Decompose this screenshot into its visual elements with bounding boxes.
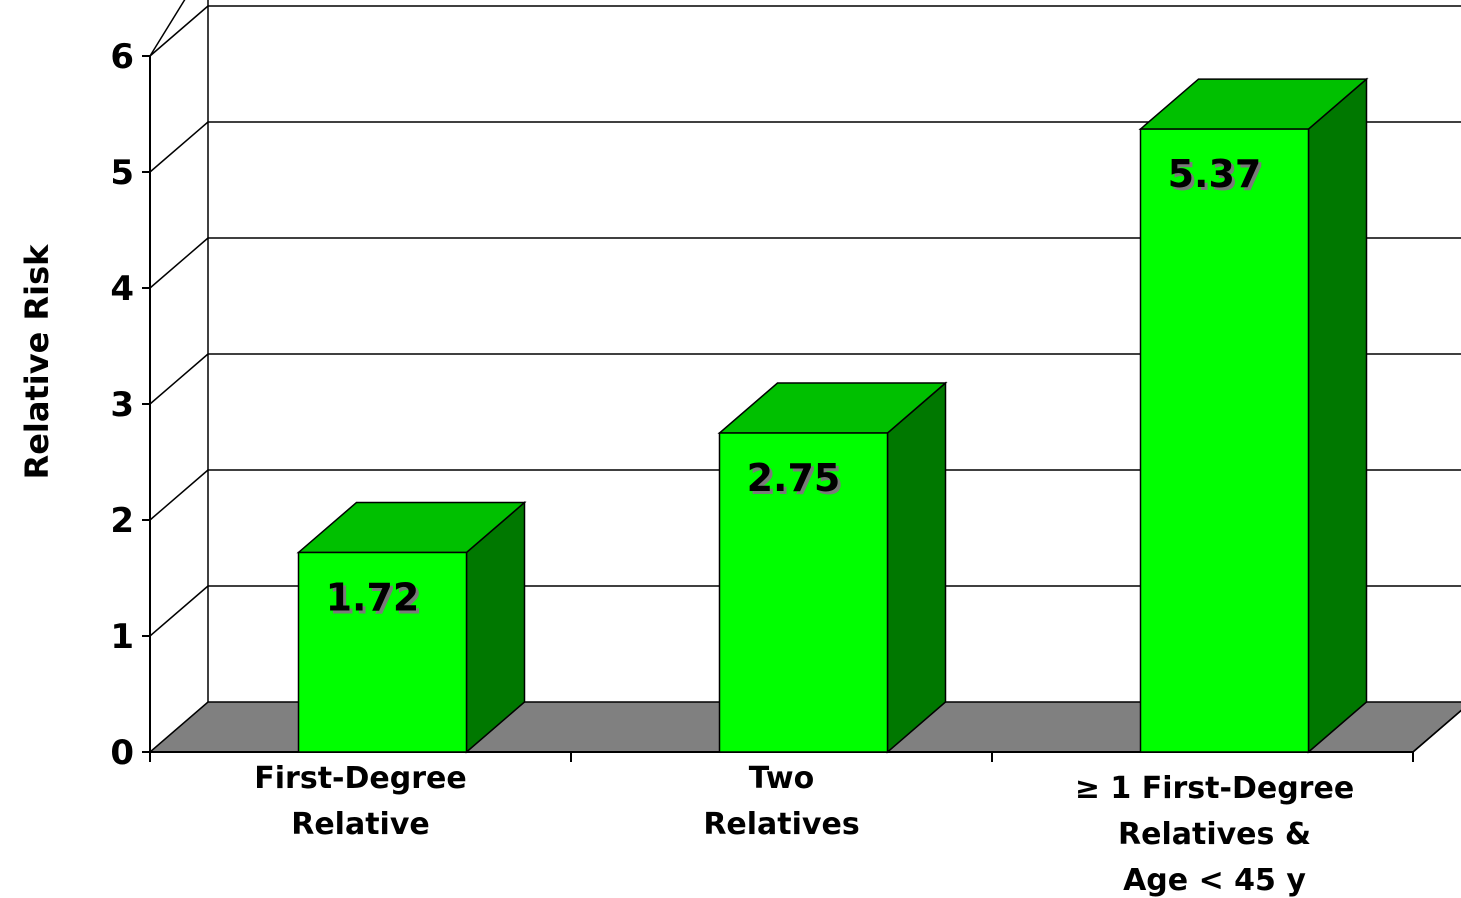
bar [296,500,527,754]
bar-front [1139,128,1310,753]
gridline-side [149,5,209,57]
x-tick-label-line: First-Degree [254,761,466,796]
x-tick-label-line: Relatives & [1118,817,1311,852]
y-tick-label: 6 [110,37,134,77]
bar-front [297,551,468,753]
gridline-side [149,585,209,637]
x-tick-label-line: Relatives [703,807,859,842]
x-tick-label: First-Degree Relative [254,761,466,842]
y-axis-title: Relative Risk [18,244,56,480]
y-tick-label: 3 [110,385,134,425]
data-label: 5.37 [1168,152,1262,196]
gridline-side [149,121,209,173]
data-label: 2.75 [747,456,841,500]
x-tick-label: ≥ 1 First-Degree Relatives & Age < 45 y [1075,771,1354,898]
data-label-shadow: 5.37 [1171,155,1265,199]
bar-side [886,381,947,754]
y-tick-label: 0 [110,733,134,773]
x-tick-label-line: ≥ 1 First-Degree [1075,771,1354,806]
gridline-side [149,353,209,405]
bar-side [1307,77,1368,754]
floor-right-edge [1412,709,1461,753]
y-tick-label: 1 [110,617,134,657]
side-wall-top [149,0,186,57]
x-tick-label-line: Age < 45 y [1123,863,1306,898]
x-tick-label-line: Two [749,761,815,796]
data-label-shadow: 1.72 [329,578,423,622]
gridline-side [149,237,209,289]
chart-walls [149,0,1461,702]
x-tick-label-line: Relative [291,807,430,842]
bar-front [718,432,889,753]
chart-bars [296,77,1369,754]
data-label-shadow: 2.75 [750,459,844,503]
bar [717,381,948,754]
data-label: 1.72 [326,575,420,619]
y-tick-label: 2 [110,501,134,541]
bar [1138,77,1369,754]
y-tick-label: 5 [110,153,134,193]
x-tick-label: Two Relatives [703,761,859,842]
y-tick-label: 4 [110,269,134,309]
gridline-side [149,469,209,521]
